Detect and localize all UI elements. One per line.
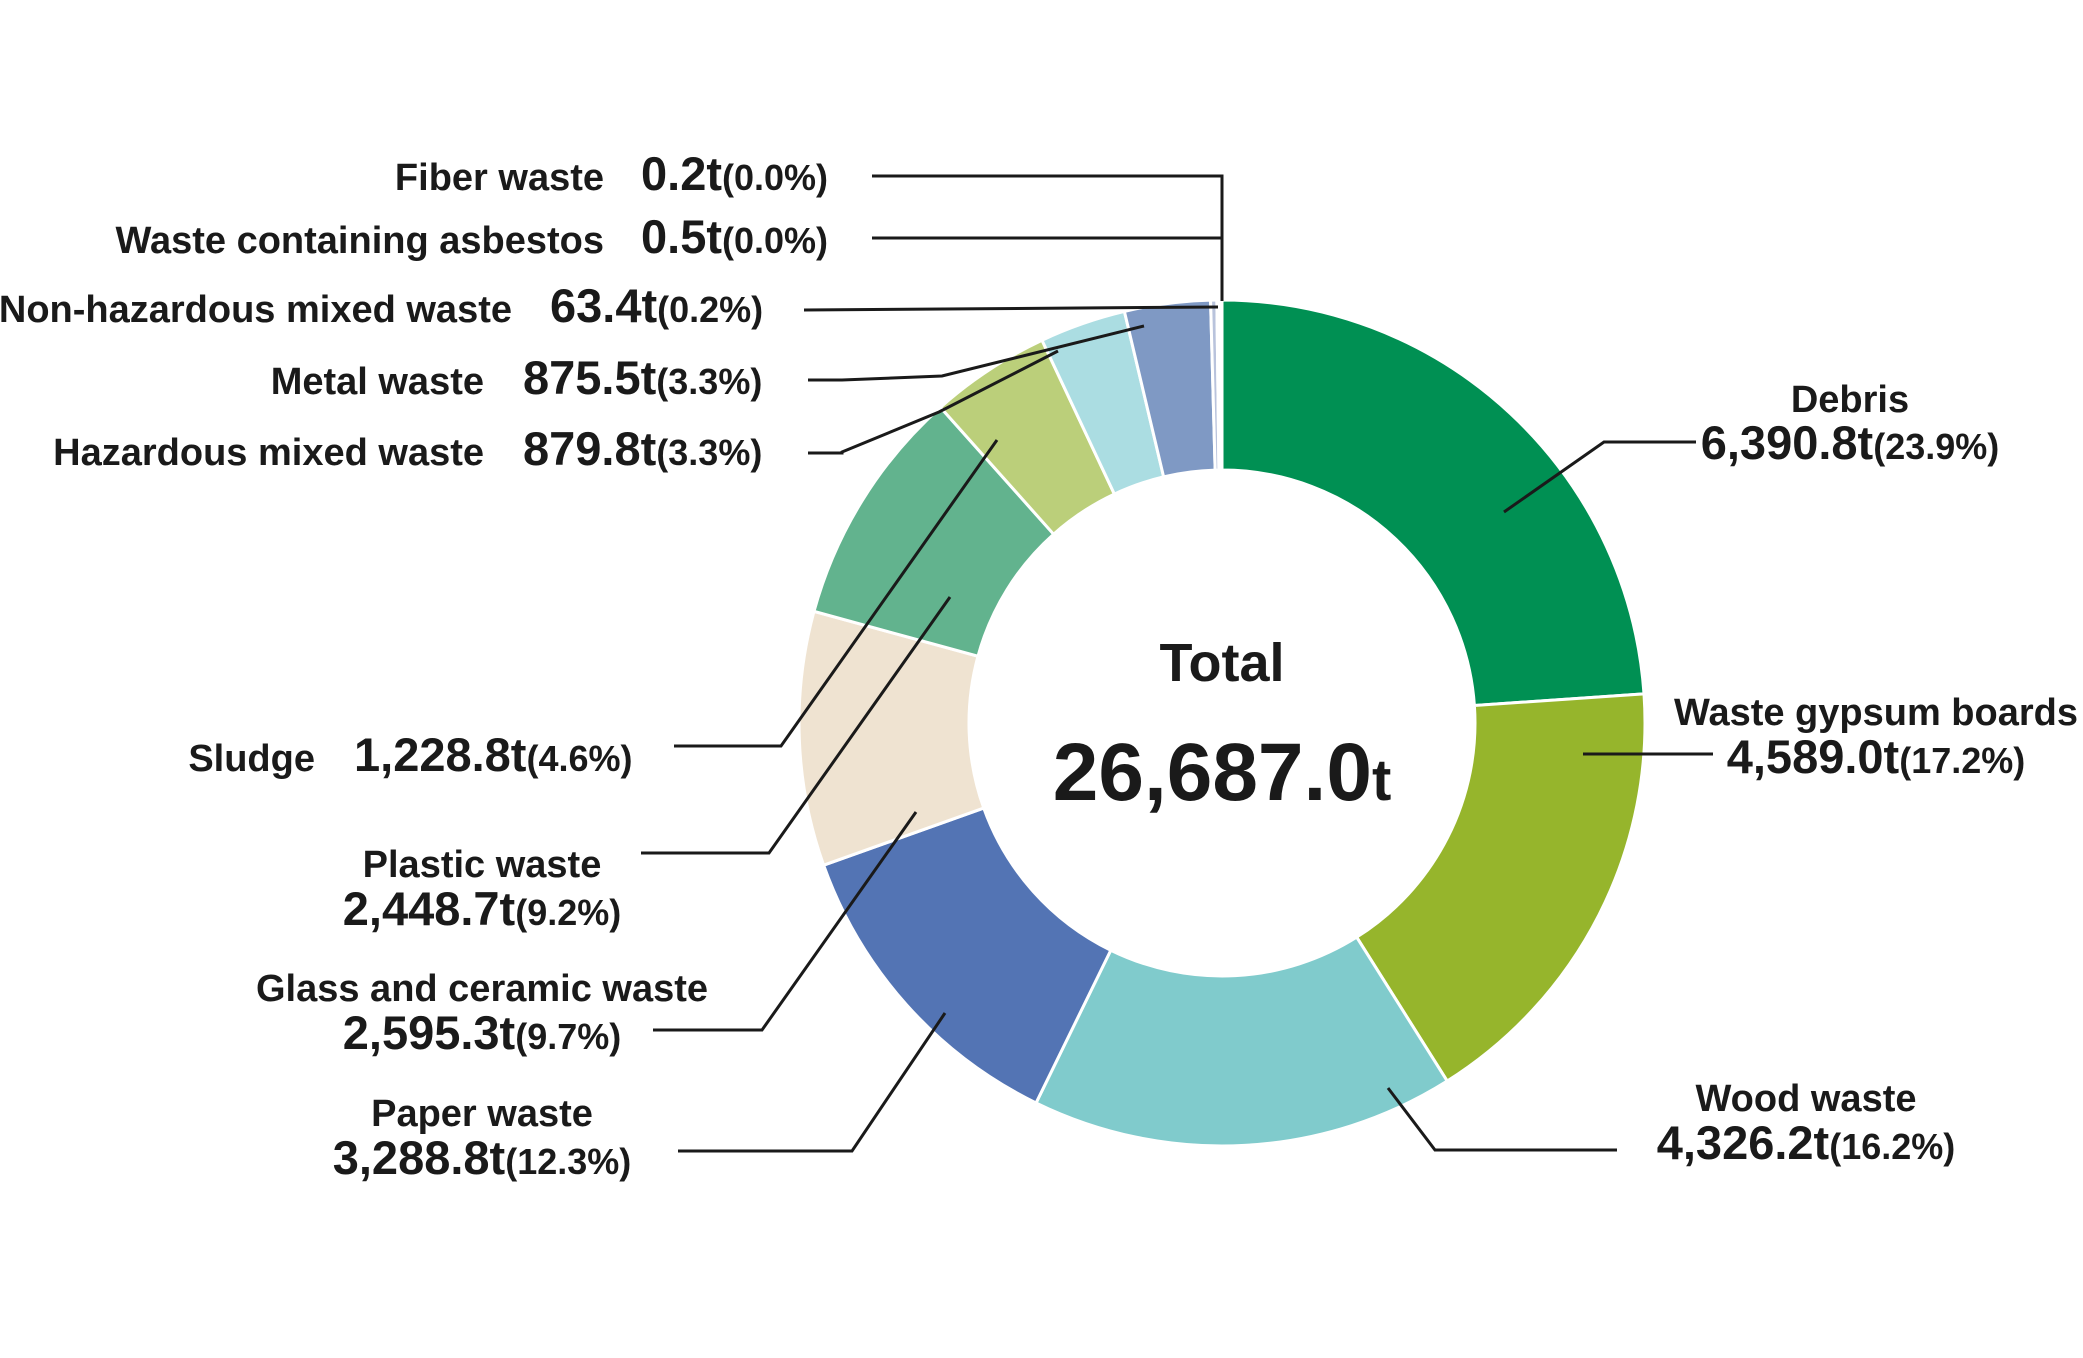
slice-amount-paper-waste: 3,288.8t(12.3%) [333, 1131, 632, 1184]
slice-name-sludge: Sludge [188, 738, 315, 780]
slice-amount-wood-waste: 4,326.2t(16.2%) [1657, 1116, 1956, 1169]
slice-pct-glass-and-ceramic-waste: (9.7%) [515, 1016, 621, 1057]
slice-wood-waste [1034, 935, 1450, 1148]
slice-pct-hazardous-mixed-waste: (3.3%) [656, 432, 762, 473]
slice-value-waste-containing-asbestos: 0.5t [641, 210, 722, 263]
slice-value-metal-waste: 875.5t [523, 351, 657, 404]
slice-waste-gypsum-boards [1354, 692, 1647, 1084]
slice-name-glass-and-ceramic-waste: Glass and ceramic waste [256, 968, 708, 1010]
slice-name-waste-gypsum-boards: Waste gypsum boards [1674, 692, 2078, 734]
leader-lines [641, 174, 1713, 1153]
leader-fiber-waste [872, 174, 1224, 238]
slice-name-fiber-waste: Fiber waste [395, 157, 604, 199]
slice-pct-fiber-waste: (0.0%) [722, 157, 828, 198]
leader-waste-containing-asbestos [872, 236, 1224, 301]
slice-pct-metal-waste: (3.3%) [656, 361, 762, 402]
leader-metal-waste [808, 324, 1145, 382]
leader-plastic-waste [641, 596, 952, 855]
donut-slices [797, 298, 1647, 1148]
slice-pct-waste-gypsum-boards: (17.2%) [1899, 740, 2025, 781]
slice-value-paper-waste: 3,288.8t [333, 1131, 506, 1184]
slice-value-fiber-waste: 0.2t [641, 147, 722, 200]
slice-pct-sludge: (4.6%) [526, 738, 632, 779]
slice-amount-sludge: 1,228.8t(4.6%) [354, 728, 633, 781]
slice-amount-fiber-waste: 0.2t(0.0%) [641, 147, 828, 200]
slice-value-wood-waste: 4,326.2t [1657, 1116, 1830, 1169]
slice-paper-waste [821, 806, 1113, 1105]
slice-value-waste-gypsum-boards: 4,589.0t [1727, 730, 1900, 783]
slice-amount-metal-waste: 875.5t(3.3%) [523, 351, 762, 404]
slice-name-wood-waste: Wood waste [1696, 1078, 1917, 1120]
slice-amount-hazardous-mixed-waste: 879.8t(3.3%) [523, 422, 762, 475]
slice-pct-waste-containing-asbestos: (0.0%) [722, 220, 828, 261]
slice-amount-debris: 6,390.8t(23.9%) [1701, 416, 2000, 469]
slice-pct-paper-waste: (12.3%) [505, 1141, 631, 1182]
center-total-unit: t [1372, 748, 1391, 813]
center-total: 26,687.0t [1053, 727, 1392, 818]
slice-amount-non-hazardous-mixed-waste: 63.4t(0.2%) [550, 279, 763, 332]
center-title: Total [1160, 633, 1285, 693]
slice-value-sludge: 1,228.8t [354, 728, 527, 781]
slice-pct-non-hazardous-mixed-waste: (0.2%) [657, 289, 763, 330]
slice-name-metal-waste: Metal waste [271, 361, 484, 403]
slice-value-hazardous-mixed-waste: 879.8t [523, 422, 657, 475]
slice-name-paper-waste: Paper waste [371, 1093, 593, 1135]
slice-amount-waste-containing-asbestos: 0.5t(0.0%) [641, 210, 828, 263]
leader-wood-waste [1386, 1087, 1617, 1152]
leader-debris [1503, 440, 1696, 514]
slice-name-non-hazardous-mixed-waste: Non-hazardous mixed waste [0, 289, 512, 331]
leader-glass-and-ceramic-waste [653, 811, 918, 1032]
slice-name-hazardous-mixed-waste: Hazardous mixed waste [53, 432, 484, 474]
slice-name-waste-containing-asbestos: Waste containing asbestos [116, 220, 604, 262]
slice-pct-wood-waste: (16.2%) [1829, 1126, 1955, 1167]
slice-amount-waste-gypsum-boards: 4,589.0t(17.2%) [1727, 730, 2026, 783]
leader-paper-waste [678, 1012, 947, 1153]
slice-pct-debris: (23.9%) [1873, 426, 1999, 467]
slice-value-debris: 6,390.8t [1701, 416, 1874, 469]
slice-name-plastic-waste: Plastic waste [363, 844, 602, 886]
leader-sludge [674, 439, 999, 748]
slice-amount-glass-and-ceramic-waste: 2,595.3t(9.7%) [343, 1006, 622, 1059]
slice-fiber-waste [1217, 298, 1224, 472]
leader-non-hazardous-mixed-waste [803, 305, 1219, 312]
center-total-value: 26,687.0 [1053, 727, 1372, 818]
slice-debris [1220, 298, 1646, 708]
slice-value-plastic-waste: 2,448.7t [343, 882, 516, 935]
slice-pct-plastic-waste: (9.2%) [515, 892, 621, 933]
slice-amount-plastic-waste: 2,448.7t(9.2%) [343, 882, 622, 935]
slice-value-glass-and-ceramic-waste: 2,595.3t [343, 1006, 516, 1059]
leader-hazardous-mixed-waste [808, 349, 1059, 455]
slice-name-debris: Debris [1791, 379, 1909, 421]
slice-value-non-hazardous-mixed-waste: 63.4t [550, 279, 657, 332]
